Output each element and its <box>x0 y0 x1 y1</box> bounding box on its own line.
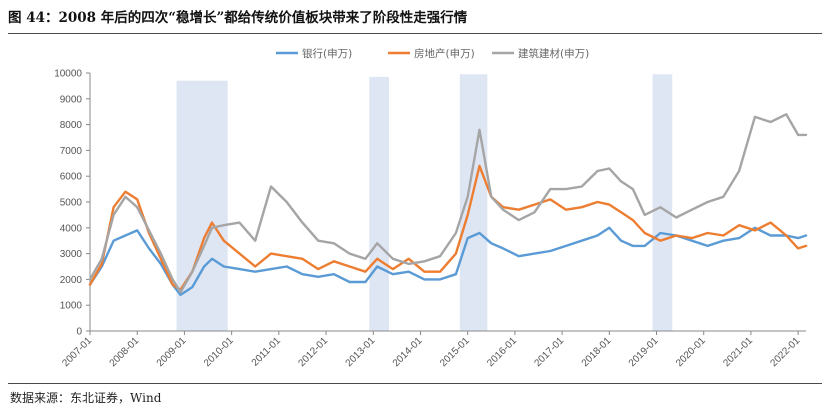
source-note: 数据来源：东北证券，Wind <box>10 391 162 405</box>
y-tick-label: 4000 <box>60 223 83 234</box>
shaded-period-3 <box>459 74 488 331</box>
source-rule <box>8 383 822 384</box>
x-tick-label: 2019-01 <box>627 335 661 369</box>
y-tick-label: 7000 <box>60 146 83 157</box>
x-tick-label: 2011-01 <box>250 335 284 369</box>
x-tick-label: 2010-01 <box>202 335 236 369</box>
x-tick-label: 2020-01 <box>674 335 708 369</box>
legend-label-1: 银行(申万) <box>302 47 352 60</box>
legend-label-3: 建筑建材(申万) <box>518 47 589 60</box>
x-tick-label: 2021-01 <box>721 335 755 369</box>
x-tick-label: 2015-01 <box>438 335 472 369</box>
y-tick-label: 3000 <box>60 249 83 260</box>
figure-title: 图 44：2008 年后的四次“稳增长”都给传统价值板块带来了阶段性走强行情 <box>8 10 468 26</box>
x-tick-label: 2008-01 <box>108 335 142 369</box>
x-tick-label: 2017-01 <box>532 335 566 369</box>
y-tick-label: 1000 <box>60 301 83 312</box>
title-rule <box>8 33 822 34</box>
y-tick-label: 5000 <box>60 198 83 209</box>
x-tick-label: 2009-01 <box>155 335 189 369</box>
x-tick-label: 2013-01 <box>344 335 378 369</box>
y-tick-label: 8000 <box>60 120 83 131</box>
y-tick-label: 2000 <box>60 275 83 286</box>
series-line-3 <box>88 113 808 294</box>
y-tick-label: 10000 <box>54 69 82 80</box>
x-tick-label: 2016-01 <box>485 335 519 369</box>
y-tick-label: 9000 <box>60 94 83 105</box>
shaded-period-1 <box>176 80 228 332</box>
x-tick-label: 2014-01 <box>391 335 425 369</box>
x-tick-label: 2007-01 <box>60 335 94 369</box>
y-tick-label: 0 <box>76 327 82 338</box>
shaded-period-4 <box>652 74 673 331</box>
legend-label-2: 房地产(申万) <box>414 47 475 60</box>
shaded-period-2 <box>369 76 389 332</box>
x-tick-label: 2012-01 <box>296 335 330 369</box>
x-tick-label: 2018-01 <box>580 335 614 369</box>
y-tick-label: 6000 <box>60 172 83 183</box>
x-tick-label: 2022-01 <box>769 335 803 369</box>
